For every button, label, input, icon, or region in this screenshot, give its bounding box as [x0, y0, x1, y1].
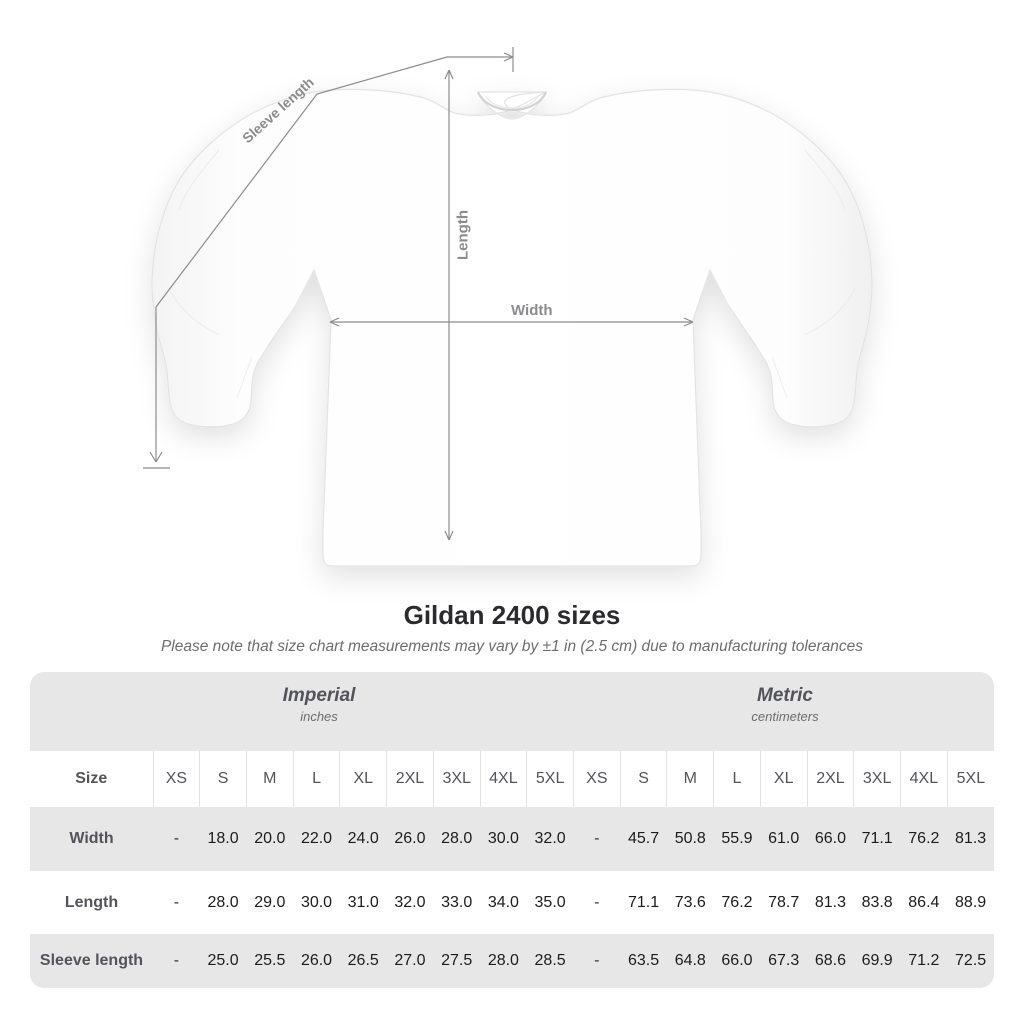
- svg-text:Width: Width: [511, 302, 553, 319]
